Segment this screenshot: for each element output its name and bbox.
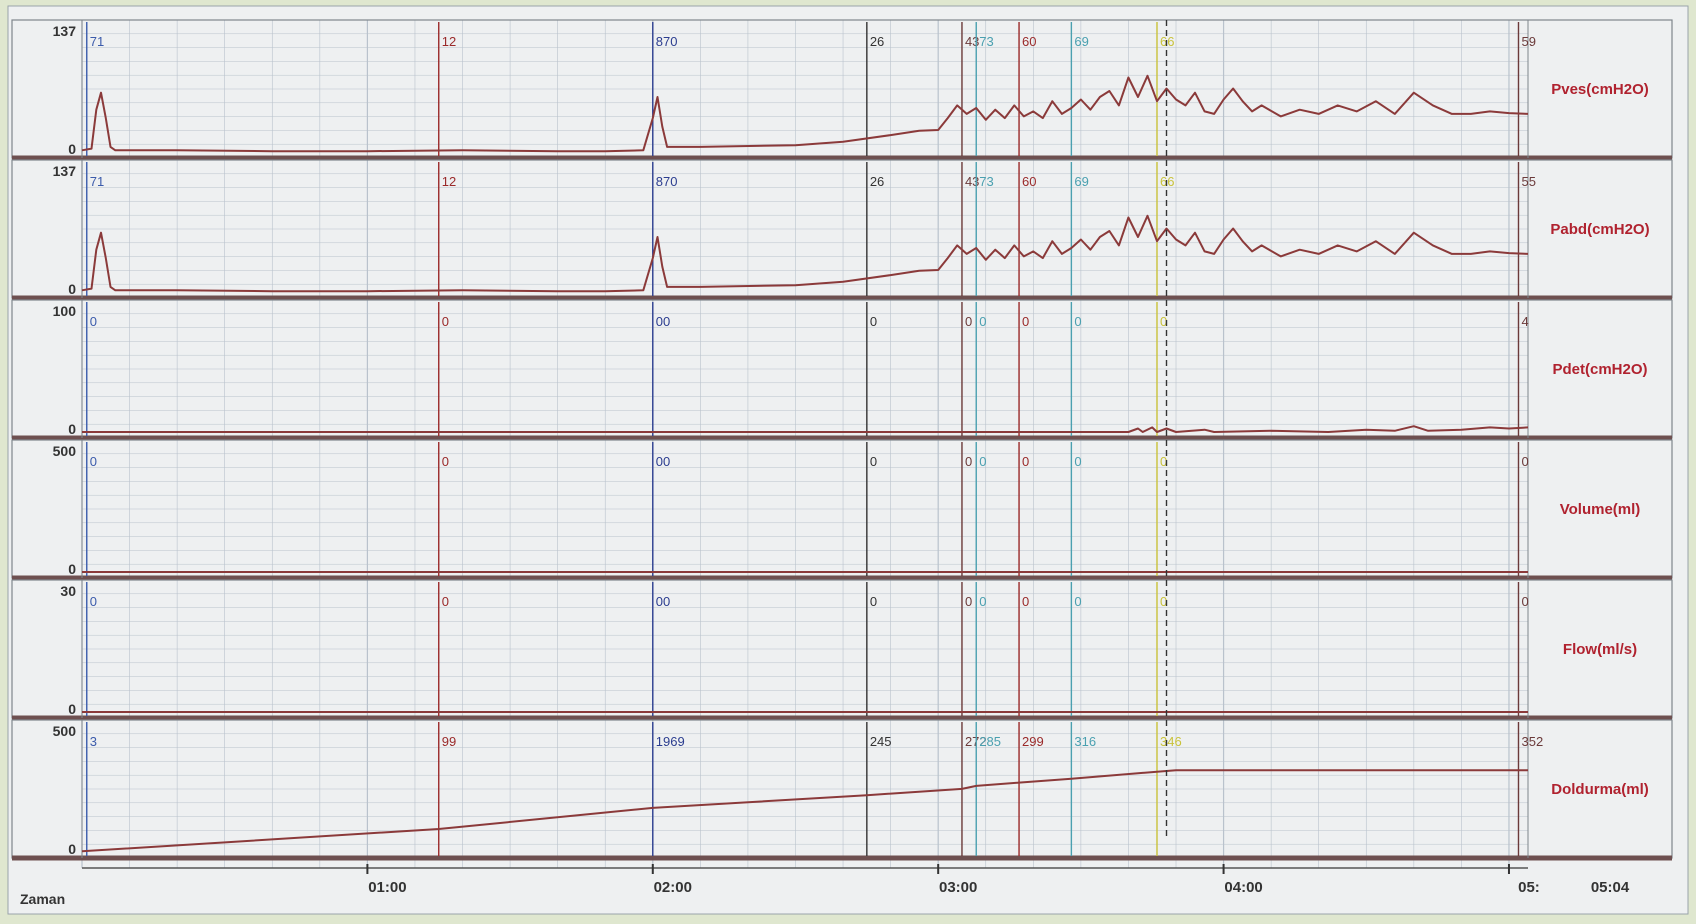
- event-marker-label: 870: [656, 34, 678, 49]
- series-line: [81, 214, 1529, 293]
- x-tick-label: 04:00: [1224, 879, 1262, 896]
- event-marker-label: 0: [965, 594, 972, 609]
- ytick-top-label: 500: [53, 443, 77, 459]
- event-marker-label: 00: [656, 314, 670, 329]
- event-marker-label: 0: [965, 314, 972, 329]
- event-marker-label: 0: [1521, 594, 1528, 609]
- ytick-top-label: 137: [53, 23, 77, 39]
- event-marker-label: 0: [870, 594, 877, 609]
- event-marker-label: 0: [90, 314, 97, 329]
- event-marker-label: 245: [870, 734, 892, 749]
- x-tick-label: 05:: [1518, 879, 1540, 896]
- event-marker-label: 99: [442, 734, 456, 749]
- x-tick-label: 01:00: [368, 879, 406, 896]
- ytick-bottom-label: 0: [68, 281, 76, 297]
- event-marker-label: 0: [965, 454, 972, 469]
- event-marker-label: 1969: [656, 734, 685, 749]
- event-marker-label: 299: [1022, 734, 1044, 749]
- event-marker-label: 0: [442, 454, 449, 469]
- event-marker-label: 346: [1160, 734, 1182, 749]
- channel-label: Pabd(cmH2O): [1550, 221, 1649, 238]
- event-marker-label: 0: [1022, 454, 1029, 469]
- ytick-bottom-label: 0: [68, 141, 76, 157]
- event-marker-label: 0: [870, 314, 877, 329]
- channel-label: Doldurma(ml): [1551, 781, 1649, 798]
- ytick-bottom-label: 0: [68, 841, 76, 857]
- event-marker-label: 0: [1160, 314, 1167, 329]
- event-marker-label: 3: [90, 734, 97, 749]
- x-tick-label: 03:00: [939, 879, 977, 896]
- paper-background: [7, 5, 1689, 915]
- x-axis: 01:00 02:00 03:00 04:00 05: 05:04 Zaman: [20, 864, 1630, 907]
- event-marker-label: 0: [1074, 454, 1081, 469]
- event-marker-label: 0: [979, 314, 986, 329]
- event-marker-label: 26: [870, 34, 884, 49]
- event-marker-label: 26: [870, 174, 884, 189]
- event-marker-label: 00: [656, 454, 670, 469]
- event-marker-label: 60: [1022, 34, 1036, 49]
- event-marker-label: 0: [442, 594, 449, 609]
- event-marker-label: 0: [979, 454, 986, 469]
- channel-label: Pves(cmH2O): [1551, 81, 1649, 98]
- panel-2: 137 0 Pabd(cmH2O) 71 12 870 26 43 73 60 69 66 55: [11, 159, 1673, 301]
- event-marker-label: 12: [442, 34, 456, 49]
- event-marker-label: 60: [1022, 174, 1036, 189]
- ytick-top-label: 500: [53, 723, 77, 739]
- ytick-bottom-label: 0: [68, 561, 76, 577]
- x-tick-label: 02:00: [654, 879, 692, 896]
- event-marker-label: 69: [1074, 174, 1088, 189]
- ytick-top-label: 100: [53, 303, 77, 319]
- event-marker-label: 69: [1074, 34, 1088, 49]
- event-marker-label: 71: [90, 174, 104, 189]
- event-marker-label: 59: [1521, 34, 1535, 49]
- ytick-top-label: 137: [53, 163, 77, 179]
- x-axis-title: Zaman: [20, 891, 65, 907]
- series-line: [82, 425, 1529, 433]
- event-marker-label: 73: [979, 34, 993, 49]
- event-marker-label: 0: [90, 594, 97, 609]
- channel-label: Volume(ml): [1560, 501, 1641, 518]
- series-line: [81, 769, 1528, 853]
- event-marker-label: 00: [656, 594, 670, 609]
- event-marker-label: 0: [1022, 314, 1029, 329]
- event-marker-label: 0: [979, 594, 986, 609]
- panel-1: 137 0 Pves(cmH2O) 71 12 870 26 43 73 60 69 66 59: [11, 19, 1673, 161]
- event-marker-label: 71: [90, 34, 104, 49]
- event-marker-label: 0: [442, 314, 449, 329]
- channel-label: Flow(ml/s): [1563, 641, 1637, 658]
- channel-label: Pdet(cmH2O): [1552, 361, 1647, 378]
- x-axis-end-label: 05:04: [1591, 879, 1630, 896]
- event-marker-label: 43: [965, 34, 979, 49]
- event-marker-label: 0: [1160, 454, 1167, 469]
- ytick-bottom-label: 0: [68, 701, 76, 717]
- event-marker-label: 285: [979, 734, 1001, 749]
- event-marker-label: 12: [442, 174, 456, 189]
- event-marker-label: 0: [1074, 594, 1081, 609]
- ytick-top-label: 30: [60, 583, 76, 599]
- series-line: [81, 74, 1529, 153]
- event-marker-label: 0: [90, 454, 97, 469]
- panel-6: 5000Doldurma(ml)399196924527228529931634…: [11, 719, 1673, 861]
- event-marker-label: 73: [979, 174, 993, 189]
- event-marker-label: 55: [1521, 174, 1535, 189]
- event-marker-label: 0: [1074, 314, 1081, 329]
- event-marker-label: 66: [1160, 34, 1174, 49]
- event-marker-label: 66: [1160, 174, 1174, 189]
- event-marker-label: 0: [1521, 454, 1528, 469]
- ytick-bottom-label: 0: [68, 421, 76, 437]
- event-marker-label: 316: [1074, 734, 1096, 749]
- event-marker-label: 4: [1521, 314, 1528, 329]
- event-marker-label: 870: [656, 174, 678, 189]
- event-marker-label: 0: [1022, 594, 1029, 609]
- event-marker-label: 352: [1521, 734, 1543, 749]
- event-marker-label: 43: [965, 174, 979, 189]
- event-marker-label: 0: [1160, 594, 1167, 609]
- event-marker-label: 0: [870, 454, 877, 469]
